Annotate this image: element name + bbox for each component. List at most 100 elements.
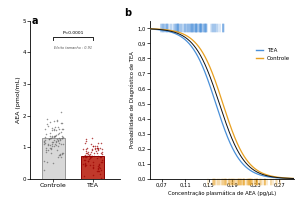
Text: b: b: [124, 8, 131, 18]
Point: [56, 153, 61, 156]
Text: P<0.0001: P<0.0001: [62, 31, 84, 35]
Point: [48, 135, 52, 138]
Point: [94, 151, 99, 154]
Point: [61, 152, 65, 155]
Point: [85, 159, 90, 162]
Point: [94, 150, 98, 153]
Point: [99, 151, 103, 154]
Point: [51, 135, 56, 138]
Point: [50, 129, 55, 132]
Point: [58, 130, 63, 133]
Point: [48, 132, 53, 135]
Point: [53, 128, 58, 131]
Point: [52, 144, 56, 147]
Point: [95, 149, 100, 152]
Point: [88, 156, 93, 159]
Point: [49, 147, 53, 151]
Point: [46, 137, 51, 140]
Point: [57, 152, 62, 155]
Point: [88, 143, 93, 146]
Point: [47, 120, 52, 124]
Point: [88, 155, 93, 158]
Point: [100, 158, 105, 162]
Point: [95, 167, 100, 170]
Point: [84, 147, 89, 150]
Point: [100, 153, 105, 156]
Point: [55, 148, 59, 151]
Point: [54, 119, 59, 123]
Point: [94, 169, 99, 173]
Point: [58, 111, 63, 114]
Point: [84, 154, 89, 157]
Point: [87, 154, 92, 157]
Point: [84, 151, 89, 155]
Point: [89, 136, 94, 140]
Point: [83, 161, 88, 165]
Point: [98, 160, 103, 164]
Point: [95, 146, 100, 149]
Point: [45, 149, 50, 152]
Point: [54, 143, 58, 146]
Point: [98, 166, 102, 170]
Y-axis label: Probabilidade de Diagnóstico de TEA: Probabilidade de Diagnóstico de TEA: [129, 51, 135, 148]
Point: [82, 154, 86, 158]
Point: [60, 128, 65, 131]
Point: [82, 162, 87, 166]
Point: [56, 125, 61, 129]
Point: [88, 154, 93, 157]
Point: [60, 135, 65, 139]
Point: [81, 163, 86, 166]
Point: [56, 139, 60, 142]
Point: [96, 147, 100, 150]
Point: [57, 137, 62, 140]
Point: [89, 147, 94, 151]
Point: [83, 156, 88, 159]
Point: [100, 161, 105, 164]
Point: [84, 147, 89, 151]
Point: [96, 147, 101, 151]
Point: [43, 141, 47, 145]
Point: [45, 117, 50, 120]
Point: [98, 155, 103, 158]
Point: [56, 132, 61, 136]
Point: [99, 141, 103, 144]
Point: [91, 167, 96, 170]
Point: [54, 141, 58, 144]
Point: [59, 122, 64, 125]
Point: [48, 144, 53, 147]
Point: [91, 161, 95, 164]
Point: [90, 144, 95, 148]
Point: [83, 163, 88, 167]
Point: [98, 168, 103, 171]
Point: [57, 138, 62, 141]
Point: [84, 150, 89, 153]
Point: [57, 139, 62, 142]
Point: [46, 142, 50, 145]
Point: [53, 135, 58, 138]
Point: [42, 140, 46, 143]
Point: [92, 151, 97, 155]
Point: [60, 152, 64, 156]
Point: [48, 146, 53, 150]
Point: [94, 157, 99, 160]
Point: [44, 160, 49, 163]
X-axis label: Concentração plasmática de AEA (pg/μL): Concentração plasmática de AEA (pg/μL): [168, 191, 276, 196]
Point: [86, 150, 91, 153]
Point: [88, 156, 92, 159]
Point: [50, 135, 55, 139]
Point: [97, 163, 101, 167]
Point: [53, 135, 58, 138]
Point: [59, 151, 64, 155]
Point: [100, 148, 104, 151]
Point: [45, 123, 50, 126]
Point: [96, 155, 101, 158]
Point: [50, 134, 54, 137]
Point: [46, 125, 50, 128]
Point: [95, 141, 100, 145]
Point: [88, 163, 93, 167]
Point: [98, 177, 103, 180]
Point: [56, 132, 61, 135]
Point: [44, 133, 49, 136]
Point: [56, 139, 61, 142]
Point: [46, 137, 51, 141]
